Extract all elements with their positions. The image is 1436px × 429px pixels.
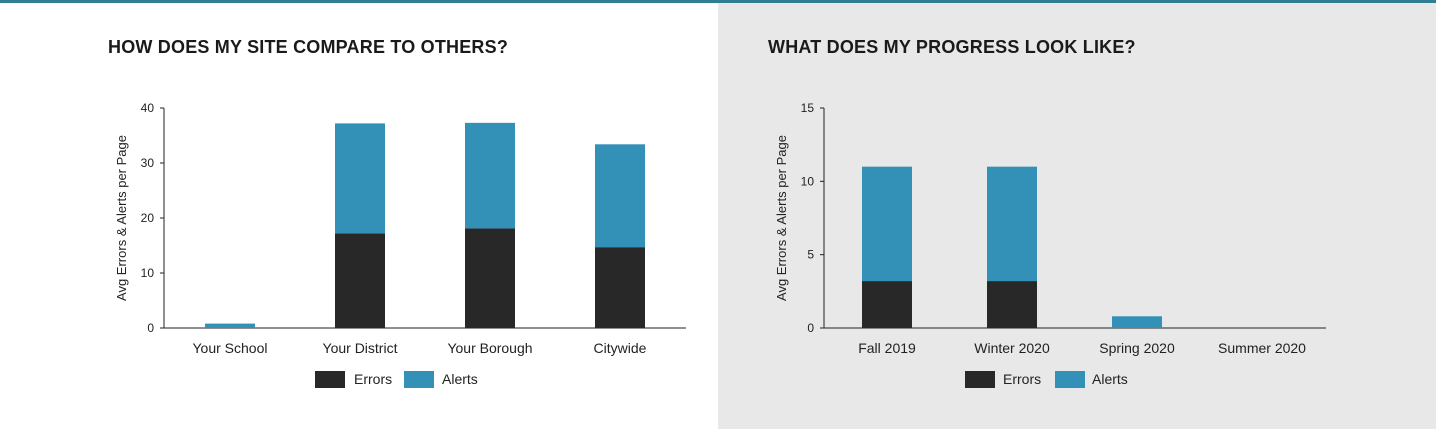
x-tick-label: Your School [193, 340, 268, 356]
y-axis-label: Avg Errors & Alerts per Page [114, 135, 129, 301]
legend-label-errors: Errors [354, 371, 392, 387]
y-tick-label: 30 [141, 156, 155, 170]
y-tick-label: 10 [801, 174, 815, 188]
legend-label-errors: Errors [1003, 371, 1041, 387]
legend-swatch-errors [315, 371, 345, 388]
y-tick-label: 40 [141, 101, 155, 115]
x-tick-label: Winter 2020 [974, 340, 1050, 356]
x-tick-label: Your Borough [447, 340, 532, 356]
bar-errors-1 [987, 281, 1037, 328]
y-tick-label: 5 [807, 248, 814, 262]
bar-alerts-1 [335, 123, 385, 234]
bar-alerts-0 [862, 166, 912, 282]
y-axis-label: Avg Errors & Alerts per Page [774, 135, 789, 301]
x-tick-label: Summer 2020 [1218, 340, 1306, 356]
legend-swatch-alerts [404, 371, 434, 388]
y-tick-label: 20 [141, 211, 155, 225]
x-tick-label: Your District [323, 340, 398, 356]
bar-alerts-0 [205, 323, 255, 328]
site-comparison-panel: HOW DOES MY SITE COMPARE TO OTHERS? 0 10 2… [0, 3, 718, 429]
legend-label-alerts: Alerts [1092, 371, 1128, 387]
y-tick-label: 10 [141, 266, 155, 280]
bar-alerts-2 [1112, 316, 1162, 328]
bar-alerts-3 [595, 144, 645, 248]
y-tick-label: 0 [147, 321, 154, 335]
site-comparison-chart: 0 10 20 30 40 Avg Errors & Alerts per Page You… [114, 101, 686, 388]
progress-title: WHAT DOES MY PROGRESS LOOK LIKE? [768, 37, 1136, 57]
bar-errors-2 [465, 228, 515, 328]
x-tick-label: Citywide [594, 340, 647, 356]
bar-errors-3 [595, 247, 645, 328]
progress-panel: WHAT DOES MY PROGRESS LOOK LIKE? 0 5 10 15 A… [718, 3, 1436, 429]
bar-errors-1 [335, 233, 385, 328]
bar-alerts-2 [465, 122, 515, 229]
top-accent-bar [0, 0, 1436, 3]
progress-chart: 0 5 10 15 Avg Errors & Alerts per Page Fall 2… [774, 101, 1326, 388]
legend-swatch-errors [965, 371, 995, 388]
legend-swatch-alerts [1055, 371, 1085, 388]
x-tick-label: Fall 2019 [858, 340, 916, 356]
site-comparison-title: HOW DOES MY SITE COMPARE TO OTHERS? [108, 37, 509, 57]
y-tick-label: 0 [807, 321, 814, 335]
x-tick-label: Spring 2020 [1099, 340, 1175, 356]
bar-alerts-1 [987, 166, 1037, 282]
legend-label-alerts: Alerts [442, 371, 478, 387]
bar-errors-0 [862, 281, 912, 328]
y-tick-label: 15 [801, 101, 815, 115]
